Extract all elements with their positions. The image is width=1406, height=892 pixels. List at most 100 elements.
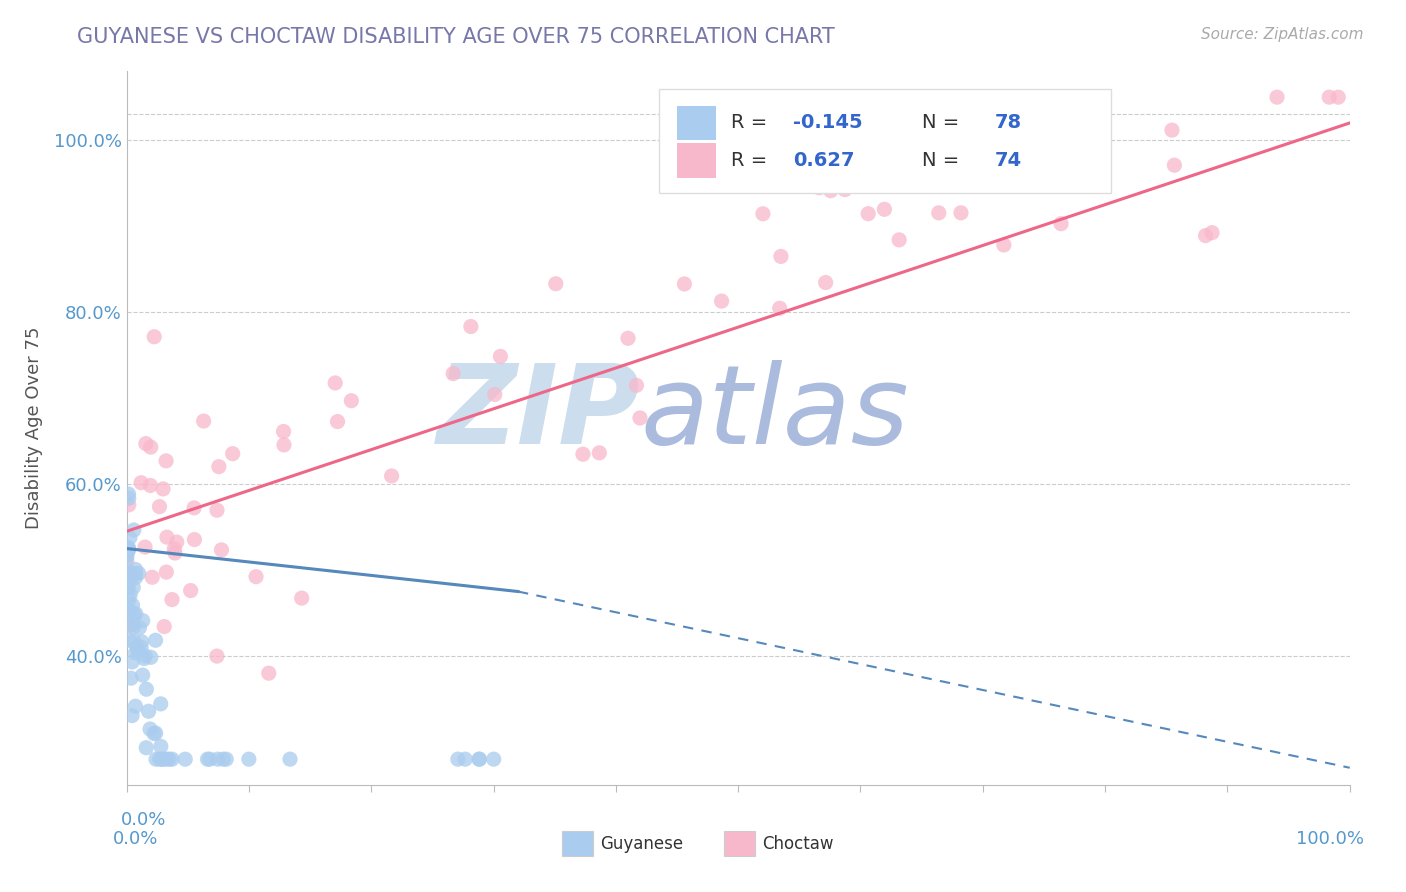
Point bbox=[183, 500, 205, 515]
Point bbox=[118, 498, 141, 512]
Text: ZIP: ZIP bbox=[437, 360, 640, 467]
Point bbox=[124, 607, 146, 622]
Text: 74: 74 bbox=[995, 151, 1022, 170]
Point bbox=[117, 543, 139, 558]
Point bbox=[135, 682, 157, 697]
Point bbox=[993, 238, 1015, 252]
Point bbox=[152, 752, 174, 766]
Point bbox=[153, 619, 176, 633]
Point bbox=[115, 573, 138, 587]
Point bbox=[257, 666, 280, 681]
Point bbox=[132, 614, 155, 628]
Point bbox=[454, 752, 477, 766]
Text: 100.0%: 100.0% bbox=[1296, 830, 1364, 847]
Point bbox=[205, 503, 228, 517]
Point bbox=[174, 752, 197, 766]
Point bbox=[245, 569, 267, 583]
Point bbox=[124, 562, 146, 576]
Point bbox=[118, 592, 141, 607]
Point bbox=[207, 752, 229, 766]
Point bbox=[489, 350, 512, 364]
Point bbox=[132, 651, 155, 665]
Point bbox=[121, 598, 143, 612]
Y-axis label: Disability Age Over 75: Disability Age Over 75 bbox=[24, 326, 42, 530]
Point bbox=[128, 566, 150, 581]
Point bbox=[122, 581, 145, 595]
Text: Guyanese: Guyanese bbox=[600, 835, 683, 853]
Point bbox=[588, 446, 610, 460]
Point bbox=[124, 699, 146, 714]
Point bbox=[120, 604, 142, 618]
FancyBboxPatch shape bbox=[678, 105, 716, 140]
Point bbox=[814, 276, 837, 290]
Point bbox=[215, 752, 238, 766]
Point bbox=[460, 319, 482, 334]
Point bbox=[135, 740, 157, 755]
Point bbox=[117, 487, 139, 501]
Point bbox=[482, 752, 505, 766]
Point bbox=[1201, 226, 1223, 240]
Point bbox=[928, 206, 950, 220]
Point bbox=[769, 301, 792, 316]
Point bbox=[148, 500, 170, 514]
Point bbox=[120, 617, 142, 632]
Point bbox=[115, 550, 138, 565]
Point bbox=[139, 478, 162, 492]
Text: GUYANESE VS CHOCTAW DISABILITY AGE OVER 75 CORRELATION CHART: GUYANESE VS CHOCTAW DISABILITY AGE OVER … bbox=[77, 27, 835, 46]
Point bbox=[166, 535, 188, 549]
Point bbox=[121, 708, 143, 723]
Point bbox=[340, 393, 363, 408]
Text: N =: N = bbox=[922, 151, 965, 170]
Point bbox=[143, 330, 166, 344]
Point bbox=[129, 640, 152, 655]
Point bbox=[468, 752, 491, 766]
Text: R =: R = bbox=[731, 113, 773, 132]
Text: 0.0%: 0.0% bbox=[112, 830, 157, 847]
Point bbox=[127, 640, 149, 655]
Point bbox=[129, 475, 152, 490]
Point bbox=[769, 249, 792, 263]
Point bbox=[117, 619, 139, 633]
Point bbox=[134, 648, 156, 663]
Point bbox=[198, 752, 221, 766]
Point bbox=[808, 180, 831, 194]
Point bbox=[1161, 123, 1184, 137]
Point bbox=[134, 540, 156, 554]
Point bbox=[323, 376, 346, 390]
Text: 0.0%: 0.0% bbox=[121, 811, 166, 829]
Point bbox=[544, 277, 567, 291]
Text: -0.145: -0.145 bbox=[793, 113, 863, 132]
Point bbox=[150, 752, 173, 766]
Point bbox=[117, 541, 139, 555]
Point bbox=[889, 233, 911, 247]
Text: atlas: atlas bbox=[640, 360, 908, 467]
Point bbox=[160, 592, 183, 607]
Point bbox=[121, 655, 143, 669]
Point bbox=[160, 752, 183, 766]
Point bbox=[1163, 158, 1185, 172]
Point bbox=[1265, 90, 1288, 104]
Text: Source: ZipAtlas.com: Source: ZipAtlas.com bbox=[1201, 27, 1364, 42]
Text: 0.627: 0.627 bbox=[793, 151, 855, 170]
Point bbox=[710, 294, 733, 309]
Point bbox=[157, 752, 180, 766]
Point bbox=[617, 331, 640, 345]
Point bbox=[628, 411, 651, 425]
Point bbox=[118, 566, 141, 580]
Point bbox=[117, 541, 139, 555]
Point bbox=[120, 588, 142, 602]
Point bbox=[115, 554, 138, 568]
Point bbox=[139, 722, 162, 736]
Point bbox=[211, 542, 233, 557]
Point bbox=[122, 523, 145, 537]
Point bbox=[131, 668, 153, 682]
FancyBboxPatch shape bbox=[658, 89, 1111, 193]
Point bbox=[197, 752, 219, 766]
Point bbox=[1050, 217, 1073, 231]
Point bbox=[291, 591, 314, 606]
Point bbox=[183, 533, 205, 547]
Point bbox=[468, 752, 491, 766]
Text: N =: N = bbox=[922, 113, 965, 132]
Point bbox=[441, 367, 464, 381]
Point bbox=[1327, 90, 1350, 104]
